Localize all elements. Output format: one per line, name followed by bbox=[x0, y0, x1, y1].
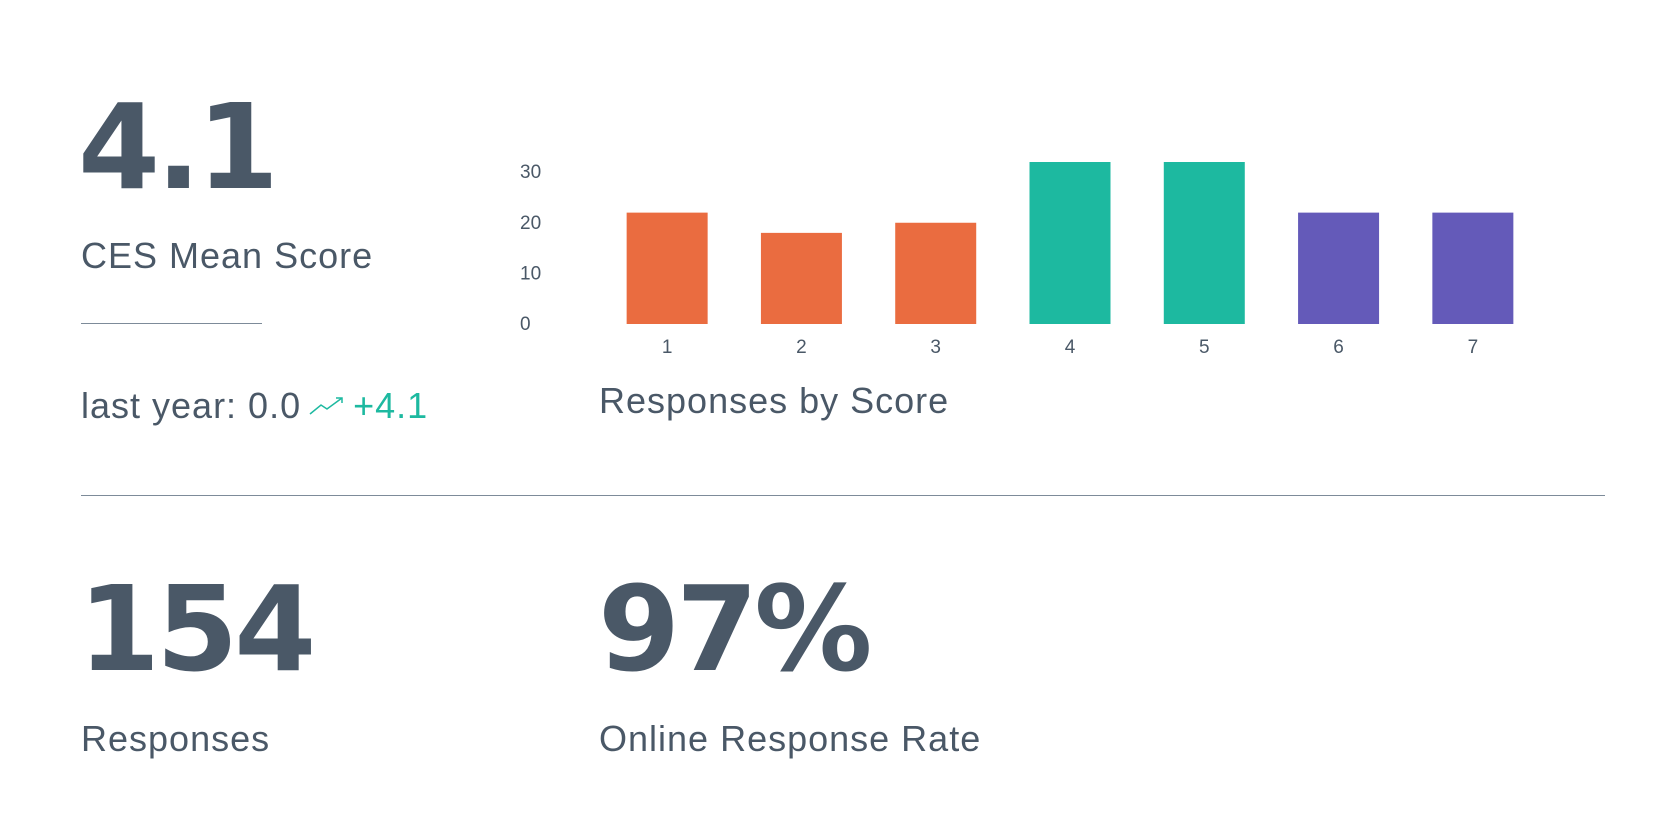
chart-title: Responses by Score bbox=[599, 380, 950, 421]
trend-up-icon bbox=[309, 397, 343, 415]
online-response-rate-value: 97% bbox=[598, 560, 872, 698]
ces-mean-score-label: CES Mean Score bbox=[81, 235, 374, 276]
online-response-rate-label: Online Response Rate bbox=[599, 718, 982, 759]
responses-count-label: Responses bbox=[81, 718, 271, 759]
bar-score-4 bbox=[1029, 162, 1111, 324]
x-tick-label: 5 bbox=[1199, 337, 1210, 358]
x-tick-label: 2 bbox=[796, 337, 807, 358]
x-tick-label: 4 bbox=[1065, 337, 1076, 358]
section-divider bbox=[81, 495, 1605, 496]
last-year-text: last year: 0.0 bbox=[81, 385, 302, 426]
x-tick-label: 3 bbox=[930, 337, 941, 358]
last-year-comparison: last year: 0.0 +4.1 bbox=[81, 385, 428, 427]
bar-score-7 bbox=[1432, 212, 1514, 324]
y-tick-label: 30 bbox=[520, 162, 541, 183]
y-tick-label: 10 bbox=[520, 263, 541, 284]
x-tick-label: 7 bbox=[1468, 337, 1479, 358]
responses-by-score-chart: 0 10 20 30 1 2 3 4 5 6 7 bbox=[520, 162, 1514, 358]
bar-score-6 bbox=[1298, 212, 1380, 324]
x-tick-label: 6 bbox=[1333, 337, 1344, 358]
bar-score-1 bbox=[626, 212, 708, 324]
responses-count-value: 154 bbox=[78, 560, 316, 698]
x-tick-label: 1 bbox=[662, 337, 673, 358]
bar-score-2 bbox=[760, 232, 842, 324]
divider bbox=[81, 323, 262, 324]
bar-score-3 bbox=[895, 222, 977, 324]
y-tick-label: 0 bbox=[520, 314, 531, 335]
y-tick-label: 20 bbox=[520, 213, 541, 234]
score-delta: +4.1 bbox=[353, 385, 429, 426]
ces-mean-score-value: 4.1 bbox=[78, 78, 279, 216]
bar-score-5 bbox=[1163, 162, 1245, 324]
